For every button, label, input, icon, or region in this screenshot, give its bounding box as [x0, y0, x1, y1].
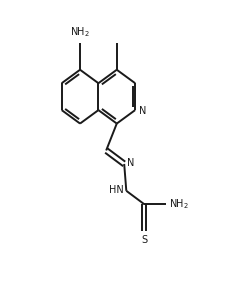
Text: HN: HN [109, 185, 124, 195]
Text: NH$_2$: NH$_2$ [70, 26, 90, 39]
Text: S: S [142, 235, 148, 245]
Text: NH$_2$: NH$_2$ [169, 197, 188, 211]
Text: N: N [139, 106, 146, 116]
Text: N: N [127, 158, 135, 168]
